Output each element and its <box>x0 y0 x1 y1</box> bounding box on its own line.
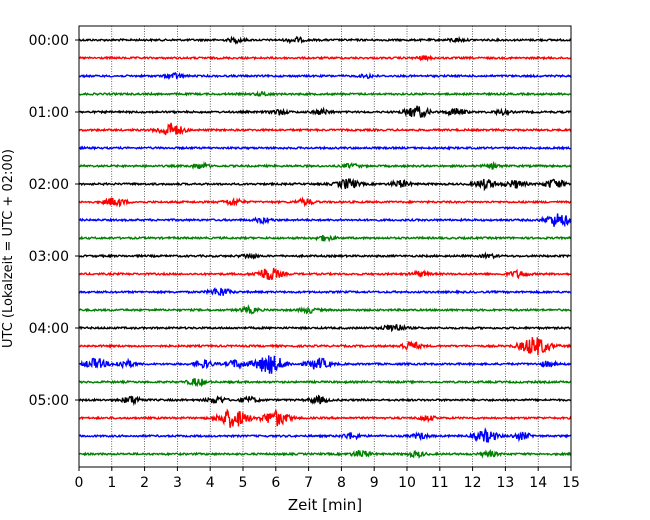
trace-0230 <box>78 213 572 228</box>
x-tick-label: 2 <box>140 475 149 491</box>
trace-0300 <box>78 251 572 260</box>
y-tick-label: 00:00 <box>29 33 69 49</box>
x-tick-label: 12 <box>464 475 482 491</box>
seismic-traces <box>78 35 572 459</box>
trace-0115 <box>78 122 572 136</box>
x-tick-label: 6 <box>271 475 280 491</box>
trace-0330 <box>78 286 572 297</box>
x-tick-label: 13 <box>496 475 514 491</box>
trace-0100 <box>78 105 572 119</box>
trace-0345 <box>79 304 572 315</box>
trace-0400 <box>78 323 572 333</box>
trace-0545 <box>78 448 572 459</box>
trace-0530 <box>78 427 572 443</box>
x-tick-label: 9 <box>370 475 379 491</box>
trace-0045 <box>78 90 572 98</box>
x-tick-label: 4 <box>206 475 215 491</box>
trace-0000 <box>78 35 571 45</box>
y-tick-label: 02:00 <box>29 177 69 193</box>
x-tick-label: 3 <box>173 475 182 491</box>
x-tick-label: 5 <box>239 475 248 491</box>
trace-0415 <box>78 337 572 356</box>
x-tick-label: 14 <box>529 475 547 491</box>
trace-0500 <box>78 394 572 407</box>
x-tick-label: 1 <box>107 475 116 491</box>
x-tick-label: 0 <box>75 475 84 491</box>
x-axis-label: Zeit [min] <box>288 496 362 514</box>
trace-0445 <box>78 378 572 388</box>
x-tick-label: 15 <box>562 475 580 491</box>
x-tick-label: 10 <box>398 475 416 491</box>
y-tick-label: 04:00 <box>29 321 69 337</box>
trace-0245 <box>78 234 572 243</box>
trace-0515 <box>78 408 572 428</box>
trace-0200 <box>78 177 572 192</box>
trace-0315 <box>78 267 572 281</box>
x-tick-label: 7 <box>304 475 313 491</box>
y-tick-label: 01:00 <box>29 105 69 121</box>
trace-0130 <box>78 145 572 151</box>
plot-frame <box>78 25 572 468</box>
y-axis-label: UTC (Lokalzeit = UTC + 02:00) <box>1 149 16 348</box>
trace-0430 <box>78 355 572 374</box>
x-tick-label: 11 <box>431 475 449 491</box>
trace-0145 <box>78 160 571 171</box>
y-axis-ticks: 00:00 01:00 02:00 03:00 04:00 05:00 <box>29 33 79 409</box>
y-tick-label: 05:00 <box>29 393 69 409</box>
y-tick-label: 03:00 <box>29 249 69 265</box>
trace-0215 <box>78 196 572 208</box>
trace-0015 <box>79 54 572 62</box>
trace-0030 <box>78 71 572 81</box>
x-axis-ticks: 0 1 2 3 4 5 6 7 8 9 10 11 12 13 14 15 <box>75 467 580 491</box>
x-tick-label: 8 <box>337 475 346 491</box>
grid-lines <box>111 26 539 467</box>
